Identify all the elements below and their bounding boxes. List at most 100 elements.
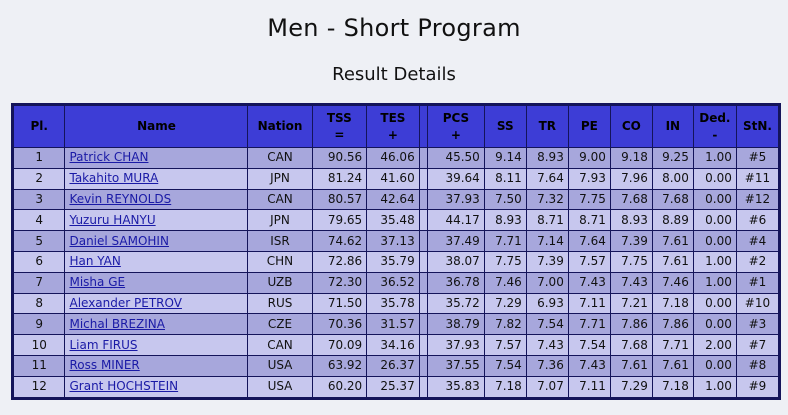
cell-pe: 7.75 xyxy=(568,189,610,210)
table-row: 2 Takahito MURA JPN 81.24 41.60 39.64 8.11 7.64… xyxy=(14,168,778,189)
skater-name-link[interactable]: Misha GE xyxy=(69,275,126,290)
cell-name: Daniel SAMOHIN xyxy=(65,231,248,251)
skater-name-link[interactable]: Yuzuru HANYU xyxy=(69,212,156,227)
header-ded-label: Ded. xyxy=(699,110,731,125)
cell-stn: #7 xyxy=(736,335,778,355)
cell-gap xyxy=(419,168,428,189)
cell-place: 9 xyxy=(14,314,65,335)
cell-gap xyxy=(419,210,428,231)
table-header-row: Pl. Name Nation TSS = TES + PCS + SS TR PE … xyxy=(14,106,778,147)
cell-tss: 80.57 xyxy=(312,189,367,210)
page-title: Men - Short Program xyxy=(267,14,521,42)
header-pe: PE xyxy=(568,106,610,147)
cell-tss: 74.62 xyxy=(312,231,367,251)
cell-name: Alexander PETROV xyxy=(65,293,248,314)
cell-gap xyxy=(419,355,428,376)
header-tss: TSS = xyxy=(312,106,367,147)
cell-ss: 7.57 xyxy=(484,335,526,355)
cell-ss: 7.71 xyxy=(484,231,526,251)
cell-tr: 7.36 xyxy=(526,355,568,376)
cell-tr: 7.07 xyxy=(526,376,568,397)
cell-ded: 0.00 xyxy=(693,355,736,376)
cell-nation: CAN xyxy=(248,148,312,168)
cell-ded: 0.00 xyxy=(693,231,736,251)
cell-tes: 25.37 xyxy=(367,376,419,397)
skater-name-link[interactable]: Liam FIRUS xyxy=(69,337,138,352)
cell-pcs: 39.64 xyxy=(428,168,484,189)
cell-tss: 71.50 xyxy=(312,293,367,314)
skater-name-link[interactable]: Grant HOCHSTEIN xyxy=(69,379,179,394)
cell-place: 11 xyxy=(14,355,65,376)
cell-tes: 41.60 xyxy=(367,168,419,189)
header-tss-op: = xyxy=(334,127,345,142)
cell-pcs: 38.79 xyxy=(428,314,484,335)
cell-tss: 90.56 xyxy=(312,148,367,168)
cell-ss: 7.82 xyxy=(484,314,526,335)
cell-tes: 35.79 xyxy=(367,251,419,272)
skater-name-link[interactable]: Patrick CHAN xyxy=(69,150,149,165)
table-row: 11 Ross MINER USA 63.92 26.37 37.55 7.54 7.36 7.… xyxy=(14,355,778,376)
table-row: 1 Patrick CHAN CAN 90.56 46.06 45.50 9.14 8.93 9… xyxy=(14,148,778,168)
cell-name: Misha GE xyxy=(65,272,248,293)
cell-place: 6 xyxy=(14,251,65,272)
cell-nation: UZB xyxy=(248,272,312,293)
cell-ded: 1.00 xyxy=(693,376,736,397)
table-row: 5 Daniel SAMOHIN ISR 74.62 37.13 37.49 7.71 7.1… xyxy=(14,231,778,251)
cell-tes: 35.78 xyxy=(367,293,419,314)
header-place: Pl. xyxy=(14,106,65,147)
cell-stn: #1 xyxy=(736,272,778,293)
cell-nation: ISR xyxy=(248,231,312,251)
cell-pcs: 44.17 xyxy=(428,210,484,231)
cell-in: 9.25 xyxy=(652,148,693,168)
table-row: 7 Misha GE UZB 72.30 36.52 36.78 7.46 7.00 7.43 7… xyxy=(14,272,778,293)
cell-in: 7.61 xyxy=(652,251,693,272)
table-row: 3 Kevin REYNOLDS CAN 80.57 42.64 37.93 7.50 7.3… xyxy=(14,189,778,210)
skater-name-link[interactable]: Daniel SAMOHIN xyxy=(69,233,169,248)
cell-tss: 72.30 xyxy=(312,272,367,293)
cell-co: 9.18 xyxy=(610,148,652,168)
cell-in: 7.46 xyxy=(652,272,693,293)
header-tr: TR xyxy=(526,106,568,147)
cell-ded: 0.00 xyxy=(693,293,736,314)
cell-stn: #5 xyxy=(736,148,778,168)
cell-pcs: 35.72 xyxy=(428,293,484,314)
skater-name-link[interactable]: Kevin REYNOLDS xyxy=(69,191,172,206)
results-table: Pl. Name Nation TSS = TES + PCS + SS TR PE … xyxy=(13,105,779,398)
cell-place: 2 xyxy=(14,168,65,189)
cell-pe: 7.71 xyxy=(568,314,610,335)
skater-name-link[interactable]: Michal BREZINA xyxy=(69,316,165,331)
table-row: 9 Michal BREZINA CZE 70.36 31.57 38.79 7.82 7.5… xyxy=(14,314,778,335)
cell-name: Kevin REYNOLDS xyxy=(65,189,248,210)
cell-name: Michal BREZINA xyxy=(65,314,248,335)
cell-ss: 7.46 xyxy=(484,272,526,293)
skater-name-link[interactable]: Takahito MURA xyxy=(69,171,159,186)
cell-nation: CZE xyxy=(248,314,312,335)
cell-tes: 31.57 xyxy=(367,314,419,335)
cell-ss: 9.14 xyxy=(484,148,526,168)
cell-gap xyxy=(419,251,428,272)
skater-name-link[interactable]: Han YAN xyxy=(69,254,121,269)
cell-nation: RUS xyxy=(248,293,312,314)
skater-name-link[interactable]: Alexander PETROV xyxy=(69,295,182,310)
cell-co: 7.21 xyxy=(610,293,652,314)
header-ss: SS xyxy=(484,106,526,147)
cell-ss: 7.75 xyxy=(484,251,526,272)
header-tes-label: TES xyxy=(380,110,406,125)
cell-stn: #9 xyxy=(736,376,778,397)
cell-nation: CHN xyxy=(248,251,312,272)
cell-tes: 37.13 xyxy=(367,231,419,251)
cell-gap xyxy=(419,314,428,335)
skater-name-link[interactable]: Ross MINER xyxy=(69,358,140,373)
cell-tes: 42.64 xyxy=(367,189,419,210)
cell-tss: 63.92 xyxy=(312,355,367,376)
cell-name: Han YAN xyxy=(65,251,248,272)
cell-ded: 0.00 xyxy=(693,314,736,335)
cell-tr: 7.32 xyxy=(526,189,568,210)
header-stn: StN. xyxy=(736,106,778,147)
cell-gap xyxy=(419,231,428,251)
header-pcs-op: + xyxy=(450,127,461,142)
cell-co: 7.39 xyxy=(610,231,652,251)
cell-pe: 7.43 xyxy=(568,355,610,376)
cell-tss: 79.65 xyxy=(312,210,367,231)
cell-tr: 7.00 xyxy=(526,272,568,293)
